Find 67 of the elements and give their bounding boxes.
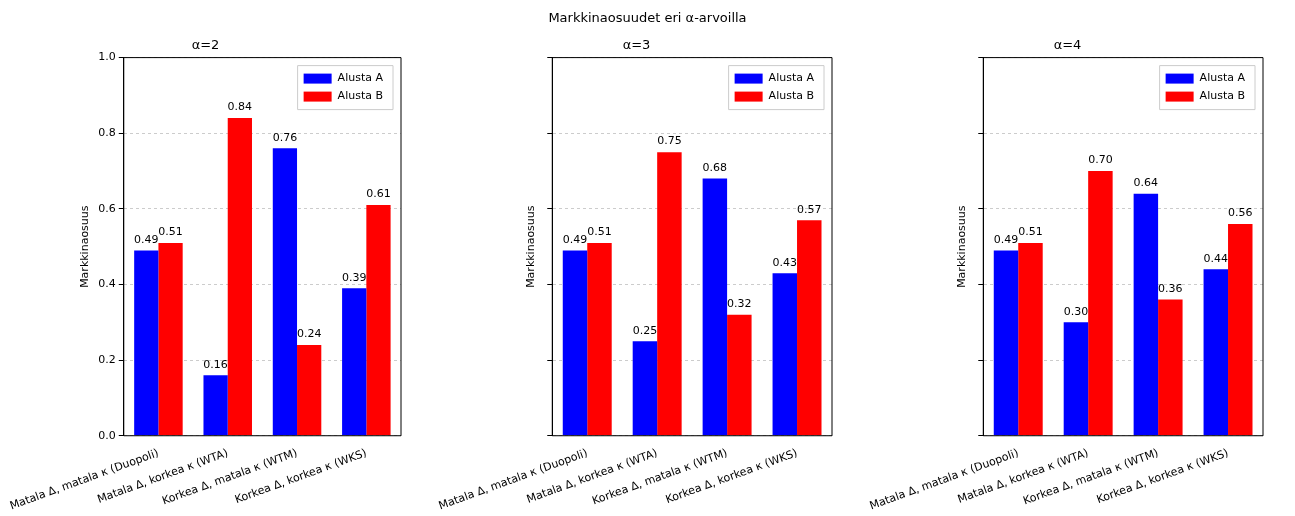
data-label: 0.49: [562, 232, 588, 246]
data-label: 0.16: [203, 357, 228, 371]
data-label: 0.75: [657, 134, 682, 148]
bar: [1203, 269, 1229, 436]
chart-title: α=3: [622, 37, 651, 53]
bar: [587, 242, 612, 436]
bar: [1133, 193, 1159, 436]
y-axis-title: Markkinaosuus: [954, 205, 968, 288]
data-label: 0.32: [727, 297, 752, 311]
chart-title: α=2: [191, 37, 220, 53]
y-tick-label: 0.0: [98, 428, 116, 442]
data-label: 0.57: [797, 202, 822, 216]
legend-label: Alusta B: [1199, 89, 1246, 103]
text: Markkinaosuudet eri α-arvoilla: [547, 10, 748, 25]
bar: [297, 344, 322, 436]
data-label: 0.64: [1133, 176, 1159, 190]
bar: [632, 341, 658, 436]
data-label: 0.51: [1018, 225, 1043, 239]
legend-label: Alusta A: [768, 71, 815, 85]
chart-title: α=4: [1053, 37, 1082, 53]
data-label: 0.51: [158, 225, 183, 239]
bar: [227, 118, 252, 436]
data-label: 0.24: [296, 327, 322, 341]
legend-label: Alusta B: [768, 89, 815, 103]
bar: [342, 288, 367, 436]
bar: [203, 375, 228, 436]
bar: [1088, 171, 1113, 436]
bar: [657, 152, 682, 436]
data-label: 0.44: [1203, 251, 1229, 265]
bar: [1158, 299, 1183, 436]
y-tick-label: 0.2: [98, 352, 116, 366]
legend-label: Alusta A: [1199, 71, 1246, 85]
y-axis-title: Markkinaosuus: [77, 205, 91, 288]
bar: [727, 314, 752, 436]
data-label: 0.49: [134, 232, 159, 246]
bar: [272, 148, 298, 436]
data-label: 0.51: [587, 225, 612, 239]
y-tick-label: 1.0: [98, 50, 116, 64]
data-label: 0.84: [227, 100, 253, 114]
data-label: 0.43: [772, 255, 798, 269]
bar: [1063, 322, 1089, 436]
data-label: 0.70: [1088, 153, 1113, 167]
bar: [797, 220, 822, 436]
data-label: 0.61: [366, 187, 391, 201]
y-tick-label: 0.4: [98, 277, 116, 291]
bar: [1018, 242, 1043, 436]
data-label: 0.68: [702, 160, 728, 174]
bar: [993, 250, 1019, 436]
data-label: 0.36: [1158, 281, 1183, 295]
bar: [1228, 223, 1253, 436]
data-label: 0.49: [993, 232, 1019, 246]
y-axis-title: Markkinaosuus: [523, 205, 537, 288]
bar: [158, 242, 183, 436]
bar: [366, 205, 391, 436]
data-label: 0.25: [632, 323, 658, 337]
legend-label: Alusta A: [337, 71, 384, 85]
y-tick-label: 0.6: [98, 201, 116, 215]
bar: [702, 178, 728, 436]
bar: [562, 250, 588, 436]
y-tick-label: 0.8: [98, 126, 116, 140]
bar: [772, 273, 798, 436]
data-label: 0.56: [1228, 206, 1253, 220]
data-label: 0.30: [1063, 304, 1089, 318]
data-label: 0.76: [272, 130, 298, 144]
bar: [134, 250, 159, 436]
legend-label: Alusta B: [337, 89, 384, 103]
data-label: 0.39: [341, 270, 367, 284]
